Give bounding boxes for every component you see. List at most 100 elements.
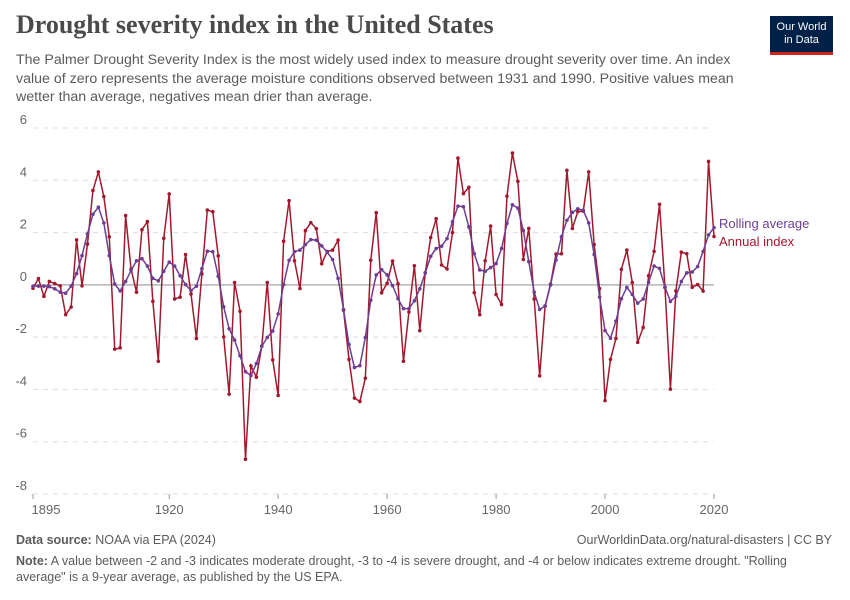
data-point (140, 256, 144, 261)
data-point (467, 185, 471, 190)
data-point (276, 312, 280, 316)
data-point (505, 194, 509, 199)
data-point (178, 295, 182, 299)
data-point (576, 209, 580, 214)
data-point (363, 335, 368, 340)
data-point (167, 192, 171, 196)
data-point (657, 202, 662, 207)
data-point (597, 295, 602, 299)
data-point (456, 156, 460, 160)
y-tick-label: 4 (20, 164, 27, 179)
data-point (510, 151, 515, 155)
data-point (189, 288, 193, 293)
owid-logo[interactable]: Our World in Data (770, 16, 833, 55)
data-point (254, 361, 259, 366)
data-point (183, 282, 188, 287)
data-point (63, 312, 68, 317)
data-point (232, 338, 237, 342)
data-point (418, 286, 422, 291)
data-point (216, 254, 221, 258)
data-point (107, 253, 112, 258)
data-point (477, 312, 482, 317)
legend-label-annual: Annual index (719, 234, 795, 249)
data-point (281, 239, 286, 243)
source-text[interactable]: NOAA via EPA (2024) (95, 533, 216, 547)
data-point (625, 248, 629, 252)
data-point (36, 284, 41, 288)
data-point (445, 236, 449, 241)
data-point (319, 244, 324, 248)
data-point (418, 328, 422, 333)
data-point (521, 228, 526, 233)
data-point (679, 279, 684, 284)
y-tick-label: -6 (15, 426, 27, 441)
data-point (608, 336, 613, 340)
data-point (690, 285, 695, 290)
data-point (488, 224, 493, 228)
data-point (390, 259, 395, 263)
data-point (641, 325, 645, 330)
y-tick-label: 2 (20, 217, 27, 232)
data-point (401, 306, 406, 311)
legend-label-rolling: Rolling average (719, 216, 809, 231)
data-point (526, 226, 531, 231)
data-point (96, 205, 101, 210)
data-point (325, 250, 329, 254)
data-point (303, 242, 308, 247)
data-point (243, 369, 248, 374)
data-point (347, 342, 351, 347)
data-point (695, 282, 700, 287)
data-point (358, 399, 362, 404)
data-point (151, 276, 155, 281)
data-point (194, 284, 199, 288)
y-tick-label: -2 (15, 321, 27, 336)
data-point (537, 307, 542, 312)
data-point (47, 284, 52, 289)
data-point (330, 257, 335, 262)
data-point (145, 264, 150, 268)
data-point (510, 203, 515, 207)
data-point (85, 242, 90, 246)
data-point (565, 218, 569, 223)
data-point (270, 358, 275, 362)
data-point (499, 246, 504, 251)
data-point (265, 335, 270, 340)
data-point (592, 252, 596, 257)
data-point (439, 263, 444, 267)
data-point (472, 251, 477, 256)
data-point (559, 251, 564, 256)
data-point (80, 284, 84, 288)
data-point (205, 249, 210, 253)
data-point (210, 249, 215, 254)
data-point (298, 248, 302, 252)
data-point (477, 268, 482, 272)
data-point (314, 238, 319, 242)
data-point (134, 259, 139, 263)
data-point (548, 283, 553, 287)
data-point (330, 248, 335, 252)
data-point (42, 284, 46, 288)
data-point (69, 305, 73, 309)
data-point (238, 353, 242, 358)
source-url[interactable]: OurWorldinData.org/natural-disasters | C… (576, 533, 832, 547)
data-point (652, 249, 656, 254)
data-point (646, 273, 651, 278)
y-tick-label: 0 (20, 269, 27, 284)
data-point (706, 233, 711, 237)
data-point (145, 219, 150, 224)
data-point (407, 306, 411, 311)
data-point (412, 263, 417, 268)
data-point (554, 258, 558, 262)
data-point (151, 299, 155, 304)
data-point (494, 292, 498, 297)
data-point (646, 280, 651, 285)
data-point (641, 297, 645, 301)
x-tick-label: 2000 (591, 502, 620, 517)
data-point (341, 307, 346, 312)
data-point (407, 310, 411, 314)
data-point (619, 296, 624, 301)
data-point (374, 210, 379, 215)
data-point (668, 299, 673, 304)
data-point (58, 290, 63, 294)
